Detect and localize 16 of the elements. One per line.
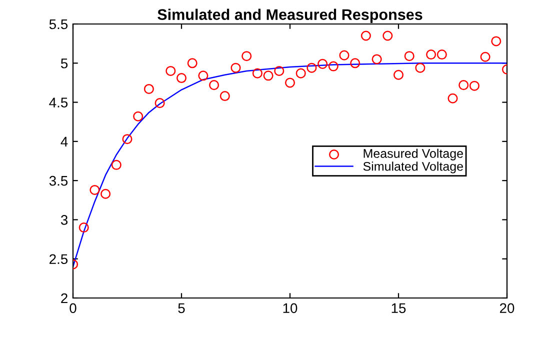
y-tick-label: 5: [60, 58, 68, 68]
x-tick-label: 10: [283, 303, 298, 314]
y-tick-label: 5.5: [49, 19, 68, 30]
y-tick-label: 3.5: [49, 176, 68, 186]
chart-title: Simulated and Measured Responses: [158, 8, 422, 24]
legend-label: Simulated Voltage: [363, 162, 463, 174]
y-tick-label: 3: [60, 215, 68, 225]
y-tick-label: 2: [61, 293, 68, 304]
y-tick-label: 4: [60, 136, 68, 146]
x-tick-label: 5: [178, 303, 185, 314]
y-tick-label: 2.5: [50, 254, 68, 264]
x-tick-label: 15: [392, 303, 406, 314]
legend-label: Measured Voltage: [364, 148, 463, 160]
y-tick-label: 4.5: [49, 98, 68, 108]
x-tick-label: 20: [500, 303, 514, 314]
x-tick-label: 0: [70, 303, 76, 314]
